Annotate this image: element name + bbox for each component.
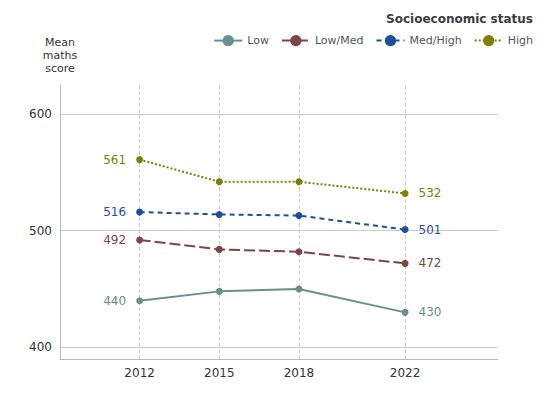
svg-text:472: 472 — [419, 256, 442, 270]
svg-text:Socioeconomic status: Socioeconomic status — [386, 12, 533, 26]
svg-text:2015: 2015 — [204, 366, 235, 380]
svg-text:561: 561 — [103, 153, 126, 167]
svg-text:430: 430 — [419, 305, 442, 319]
svg-text:440: 440 — [103, 294, 126, 308]
svg-text:500: 500 — [29, 224, 52, 238]
svg-text:Med/High: Med/High — [409, 34, 461, 47]
svg-text:532: 532 — [419, 186, 442, 200]
svg-text:Low/Med: Low/Med — [315, 34, 364, 47]
svg-text:Mean: Mean — [45, 36, 75, 49]
svg-text:501: 501 — [419, 223, 442, 237]
svg-text:score: score — [45, 62, 75, 75]
svg-text:2018: 2018 — [284, 366, 315, 380]
svg-text:516: 516 — [103, 205, 126, 219]
svg-text:maths: maths — [43, 49, 78, 62]
svg-text:2012: 2012 — [124, 366, 155, 380]
svg-text:Low: Low — [247, 34, 269, 47]
svg-text:600: 600 — [29, 107, 52, 121]
svg-text:492: 492 — [103, 233, 126, 247]
svg-text:400: 400 — [29, 340, 52, 354]
svg-text:High: High — [508, 34, 533, 47]
svg-text:2022: 2022 — [390, 366, 421, 380]
